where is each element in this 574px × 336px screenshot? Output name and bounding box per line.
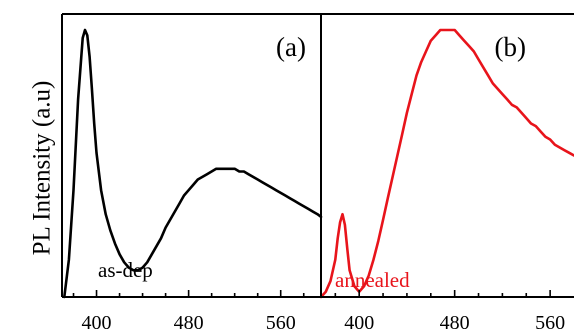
panel-label-b: (b) [495, 32, 526, 62]
panel-a: 400 480 560 (a) as-dep [64, 30, 321, 334]
panel-label-a: (a) [276, 32, 306, 62]
sample-annotation-a: as-dep [98, 258, 153, 282]
x-tick-label-a-560: 560 [266, 312, 296, 334]
x-tick-label-b-560: 560 [535, 312, 565, 334]
x-tick-label-b-480: 480 [440, 312, 470, 334]
sample-annotation-b: annealed [335, 268, 410, 292]
x-tick-label-a-480: 480 [174, 312, 204, 334]
x-tick-label-a-400: 400 [82, 312, 112, 334]
y-axis-label: PL Intensity (a.u) [29, 81, 56, 256]
panel-b: 400 480 560 (b) annealed [321, 30, 574, 334]
series-line-panel-b-0 [321, 30, 574, 297]
x-tick-label-b-400: 400 [344, 312, 374, 334]
series-line-panel-a-0 [64, 30, 321, 297]
